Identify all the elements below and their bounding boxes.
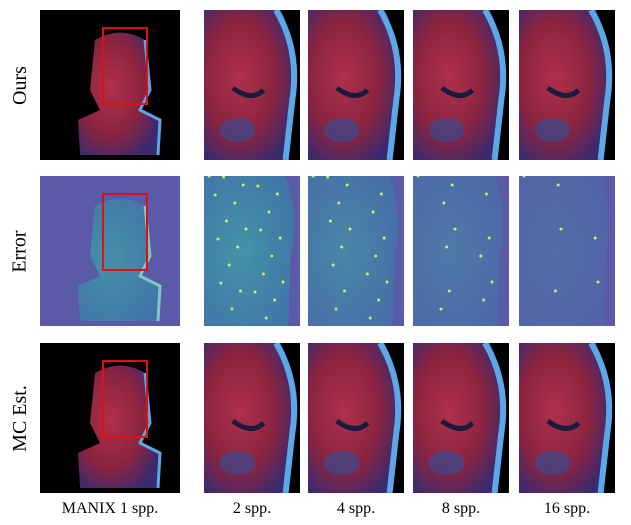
image	[40, 10, 180, 160]
speckle	[377, 299, 380, 302]
speckle	[214, 194, 217, 197]
speckle	[554, 290, 557, 293]
speckle	[265, 317, 268, 320]
speckle	[233, 202, 236, 205]
speckle	[343, 290, 346, 293]
row-label: MC Est.	[0, 343, 40, 493]
figure: OursErrorMC Est.MANIX 1 spp.2 spp.4 spp.…	[0, 0, 631, 525]
speckle	[242, 184, 245, 187]
speckle	[557, 184, 560, 187]
image	[519, 343, 615, 493]
row-label-text: Ours	[8, 66, 31, 105]
row-label-text: Error	[9, 230, 32, 272]
speckle	[254, 291, 257, 294]
speckle	[445, 246, 448, 249]
speckle	[332, 264, 335, 267]
error-map	[308, 176, 398, 326]
feature	[535, 451, 571, 475]
speckle	[488, 237, 491, 240]
image	[308, 10, 404, 160]
feature	[429, 451, 465, 475]
speckle	[337, 202, 340, 205]
feature	[220, 118, 256, 142]
speckle	[279, 237, 282, 240]
speckle	[485, 193, 488, 196]
speckle	[236, 246, 239, 249]
speckle	[282, 281, 285, 284]
speckle	[276, 193, 279, 196]
speckle	[380, 193, 383, 196]
image	[204, 176, 300, 326]
speckle	[386, 281, 389, 284]
speckle	[217, 238, 220, 241]
image	[413, 10, 509, 160]
feature	[220, 451, 256, 475]
image	[519, 10, 615, 160]
speckle	[245, 228, 248, 231]
speckle	[346, 184, 349, 187]
speckle	[259, 229, 262, 232]
speckle	[594, 237, 597, 240]
image	[413, 176, 509, 326]
speckle	[442, 202, 445, 205]
image	[413, 343, 509, 493]
speckle	[228, 264, 231, 267]
error-map	[204, 176, 294, 326]
image	[308, 343, 404, 493]
feature	[535, 118, 571, 142]
speckle	[560, 228, 563, 231]
speckle	[440, 308, 443, 311]
speckle	[383, 237, 386, 240]
speckle	[374, 255, 377, 258]
speckle	[329, 220, 332, 223]
row-label: Ours	[0, 10, 40, 160]
speckle	[273, 299, 276, 302]
speckle	[597, 281, 600, 284]
speckle	[454, 228, 457, 231]
speckle	[231, 308, 234, 311]
feature	[324, 118, 360, 142]
speckle	[479, 255, 482, 258]
speckle	[372, 211, 375, 214]
speckle	[369, 317, 372, 320]
image	[308, 176, 404, 326]
image	[204, 10, 300, 160]
row-label: Error	[0, 176, 40, 326]
speckle	[225, 220, 228, 223]
image	[204, 343, 300, 493]
image	[519, 176, 615, 326]
column-label: 16 spp.	[499, 500, 631, 518]
speckle	[270, 255, 273, 258]
feature	[429, 118, 465, 142]
speckle	[340, 246, 343, 249]
speckle	[219, 282, 222, 285]
image	[40, 176, 180, 326]
speckle	[491, 281, 494, 284]
error-map	[413, 176, 503, 326]
speckle	[262, 273, 265, 276]
row-label-text: MC Est.	[9, 385, 32, 452]
speckle	[239, 290, 242, 293]
speckle	[482, 299, 485, 302]
speckle	[349, 228, 352, 231]
speckle	[451, 184, 454, 187]
speckle	[256, 185, 259, 188]
speckle	[335, 308, 338, 311]
error-map	[519, 176, 609, 326]
image	[40, 343, 180, 493]
column-label: MANIX 1 spp.	[20, 500, 200, 518]
feature	[324, 451, 360, 475]
speckle	[448, 290, 451, 293]
speckle	[268, 211, 271, 214]
speckle	[366, 273, 369, 276]
